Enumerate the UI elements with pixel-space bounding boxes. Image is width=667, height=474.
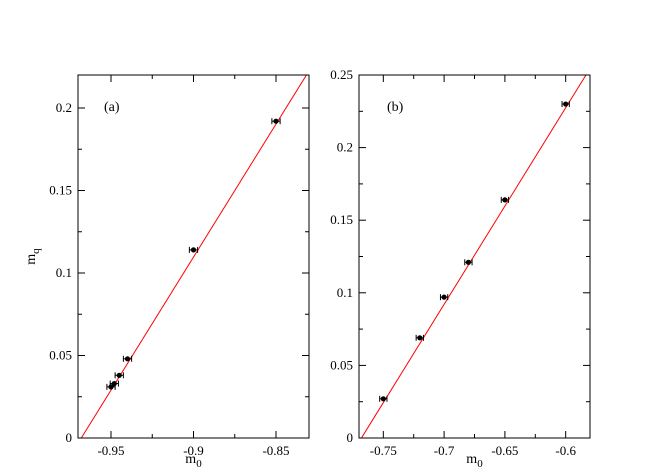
- panel-b-data-point: [563, 101, 569, 107]
- panel-b-data-point: [441, 294, 447, 300]
- panel-b-plot: -0.75 -0.7 -0.65 -0.6 0 0.05 0.1 0.15 0.2 0.25 (b)…: [330, 67, 591, 470]
- panel-b-data-point: [502, 197, 508, 203]
- panel-a-data-point: [116, 372, 122, 378]
- panel-a-data-point: [124, 356, 131, 362]
- panel-a-xtick-label: -0.95: [97, 443, 124, 458]
- panel-a-data-point: [190, 247, 197, 253]
- panel-a-xtick-label: -0.85: [262, 443, 289, 458]
- panel-a-ytick-label: 0.05: [49, 348, 72, 363]
- panel-b-ytick-label: 0: [347, 430, 354, 445]
- panel-a-y-axis-title: mq: [24, 248, 42, 265]
- panel-a-label: (a): [104, 100, 120, 115]
- panel-b-data-point: [380, 396, 386, 402]
- panel-a-ytick-label: 0.1: [56, 265, 72, 280]
- panel-a-x-axis-title: m0: [185, 452, 202, 470]
- panel-b-ytick-label: 0.1: [337, 285, 353, 300]
- panel-a-xtick-label: -0.9: [183, 443, 204, 458]
- panel-b-ytick-label: 0.05: [330, 357, 353, 372]
- panel-b-xtick-label: -0.65: [491, 443, 518, 458]
- panel-b-data-point: [417, 335, 423, 341]
- panel-a-data-point: [273, 118, 279, 124]
- panel-b-ytick-label: 0.2: [337, 140, 353, 155]
- panel-a-ytick-label: 0.15: [49, 183, 72, 198]
- panel-a-ytick-label: 0.2: [56, 100, 72, 115]
- panel-a-plot: -0.95 -0.9 -0.85 0 0.05 0.1 0.15 0.2 (a) m0 mq: [24, 74, 310, 470]
- panel-b-xtick-label: -0.75: [370, 443, 397, 458]
- panel-b-xtick-label: -0.7: [434, 443, 455, 458]
- panel-a-ytick-label: 0: [66, 430, 73, 445]
- panel-b-ytick-label: 0.15: [330, 212, 353, 227]
- panel-b-data-point: [465, 259, 472, 265]
- panel-b-label: (b): [387, 100, 404, 115]
- panel-a-data-point: [111, 380, 117, 387]
- panel-b-x-axis-title: m0: [466, 452, 483, 470]
- panel-b-frame: [358, 74, 591, 439]
- panel-b-ytick-label: 0.25: [330, 67, 353, 82]
- panel-b-xtick-label: -0.6: [555, 443, 576, 458]
- panel-b-fit-line: [361, 75, 587, 438]
